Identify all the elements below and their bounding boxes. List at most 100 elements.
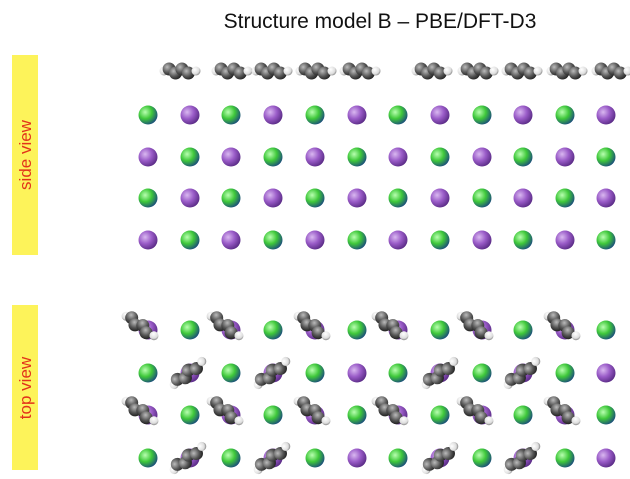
molecule	[253, 441, 291, 475]
molecule	[456, 311, 494, 341]
purple-atom	[513, 188, 533, 208]
hydrogen	[234, 331, 244, 341]
purple-atom	[347, 448, 367, 468]
green-atom	[347, 147, 367, 167]
green-atom	[221, 188, 241, 208]
carbon	[224, 326, 238, 340]
purple-atom	[305, 230, 325, 250]
molecule	[503, 441, 541, 475]
carbon	[389, 326, 403, 340]
carbon	[139, 326, 153, 340]
carbon	[273, 66, 287, 80]
hydrogen	[191, 66, 201, 76]
purple-atom	[347, 363, 367, 383]
green-atom	[347, 320, 367, 340]
purple-atom	[472, 230, 492, 250]
green-atom	[263, 230, 283, 250]
green-atom	[180, 147, 200, 167]
purple-atom	[138, 147, 158, 167]
green-atom	[180, 405, 200, 425]
molecule	[169, 356, 207, 390]
purple-atom	[472, 147, 492, 167]
green-atom	[388, 188, 408, 208]
green-atom	[596, 405, 616, 425]
hydrogen	[484, 331, 494, 341]
molecule	[546, 62, 588, 80]
green-atom	[138, 448, 158, 468]
molecule	[371, 396, 409, 426]
green-atom	[513, 320, 533, 340]
hydrogen	[578, 66, 588, 76]
green-atom	[138, 188, 158, 208]
purple-atom	[180, 188, 200, 208]
molecule	[206, 311, 244, 341]
molecule	[501, 62, 543, 80]
molecule	[543, 311, 581, 341]
green-atom	[430, 230, 450, 250]
green-atom	[388, 448, 408, 468]
purple-atom	[305, 147, 325, 167]
molecule	[371, 311, 409, 341]
hydrogen	[321, 416, 331, 426]
molecule	[121, 396, 159, 426]
hydrogen	[149, 416, 159, 426]
hydrogen	[234, 416, 244, 426]
carbon	[181, 66, 195, 80]
green-atom	[555, 448, 575, 468]
green-atom	[305, 363, 325, 383]
green-atom	[263, 405, 283, 425]
green-atom	[138, 105, 158, 125]
molecule	[159, 62, 201, 80]
carbon	[433, 66, 447, 80]
green-atom	[430, 320, 450, 340]
atoms	[121, 62, 630, 475]
hydrogen	[149, 331, 159, 341]
molecule	[543, 396, 581, 426]
carbon	[233, 66, 247, 80]
molecule	[121, 311, 159, 341]
carbon	[139, 411, 153, 425]
green-atom	[347, 405, 367, 425]
carbon	[613, 66, 627, 80]
green-atom	[388, 105, 408, 125]
green-atom	[472, 105, 492, 125]
green-atom	[555, 105, 575, 125]
green-atom	[472, 363, 492, 383]
green-atom	[388, 363, 408, 383]
green-atom	[472, 188, 492, 208]
purple-atom	[263, 105, 283, 125]
hydrogen	[399, 416, 409, 426]
purple-atom	[513, 105, 533, 125]
hydrogen	[281, 441, 291, 451]
molecule	[211, 62, 253, 80]
molecule	[421, 441, 459, 475]
green-atom	[555, 188, 575, 208]
green-atom	[221, 448, 241, 468]
carbon	[523, 66, 537, 80]
green-atom	[221, 363, 241, 383]
label-box	[12, 55, 38, 255]
hydrogen	[283, 66, 293, 76]
molecule	[339, 62, 381, 80]
hydrogen	[571, 331, 581, 341]
purple-atom	[263, 188, 283, 208]
hydrogen	[449, 356, 459, 366]
molecule	[295, 62, 337, 80]
hydrogen	[623, 66, 630, 76]
panel-label: top view	[16, 356, 35, 419]
molecule	[206, 396, 244, 426]
purple-atom	[596, 363, 616, 383]
hydrogen	[531, 441, 541, 451]
purple-atom	[347, 105, 367, 125]
molecule	[421, 356, 459, 390]
green-atom	[263, 147, 283, 167]
molecule	[169, 441, 207, 475]
green-atom	[596, 147, 616, 167]
hydrogen	[489, 66, 499, 76]
green-atom	[513, 147, 533, 167]
purple-atom	[430, 105, 450, 125]
carbon	[361, 66, 375, 80]
hydrogen	[449, 441, 459, 451]
green-atom	[180, 320, 200, 340]
